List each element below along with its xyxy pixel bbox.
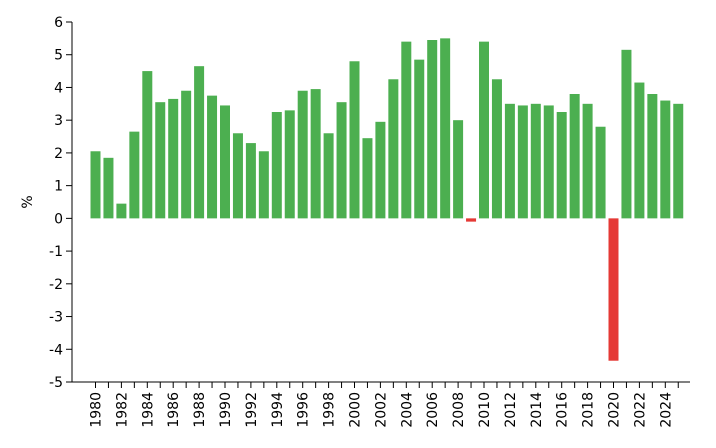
bar-2008 (453, 120, 464, 219)
bars (90, 38, 684, 361)
x-axis: 1980 1982 1984 1986 1988 1990 1992 1994 1996 1998… (72, 381, 690, 428)
y-tick-label: 4 (54, 80, 63, 96)
x-tick-label: 2014 (529, 392, 545, 428)
x-tick-label: 2000 (348, 392, 364, 428)
x-tick-label: 1982 (114, 392, 130, 428)
bar-1981 (103, 157, 114, 219)
x-tick-label: 2002 (373, 392, 389, 428)
bar-2003 (388, 79, 399, 219)
bar-1989 (207, 95, 218, 219)
y-tick-label: 5 (54, 48, 63, 64)
x-tick-label: 2024 (658, 392, 674, 428)
y-axis-title: % (20, 195, 36, 208)
bar-2021 (621, 49, 632, 219)
x-tick-label: 1996 (296, 392, 312, 428)
y-tick-label: 2 (54, 146, 63, 162)
bar-2018 (582, 103, 593, 219)
bar-1982 (116, 203, 127, 219)
bar-2001 (362, 138, 373, 219)
x-tick-label: 1988 (192, 392, 208, 428)
x-tick-label: 2010 (477, 392, 493, 428)
bar-1990 (220, 105, 230, 219)
bar-1987 (181, 90, 192, 219)
x-tick-label: 2004 (399, 392, 415, 428)
y-tick-label: -2 (49, 277, 63, 293)
x-tick-label: 2020 (607, 392, 623, 428)
bar-1996 (297, 90, 308, 219)
bar-2000 (349, 61, 360, 219)
bar-2024 (660, 100, 671, 219)
bar-1985 (155, 102, 166, 219)
y-tick-label: -3 (49, 310, 63, 326)
bar-1997 (310, 89, 321, 219)
x-tick-label: 1994 (270, 392, 286, 428)
x-tick-label: 2012 (503, 392, 519, 428)
bar-1995 (284, 110, 295, 219)
bar-2023 (647, 94, 658, 219)
x-tick-label: 2016 (555, 392, 571, 428)
y-tick-label: 6 (54, 15, 63, 31)
bar-2004 (401, 41, 412, 219)
x-tick-label: 1990 (218, 392, 234, 428)
bar-1983 (129, 131, 140, 219)
bar-1988 (194, 66, 205, 219)
x-tick-label: 1980 (89, 392, 105, 428)
bar-2014 (530, 103, 541, 219)
x-tick-label: 1984 (140, 392, 156, 428)
bar-2005 (414, 59, 425, 219)
bar-1980 (90, 151, 101, 219)
bar-2010 (479, 41, 489, 219)
x-tick-label: 2018 (581, 392, 597, 428)
y-tick-label: 3 (54, 113, 63, 129)
y-tick-label: -5 (49, 375, 63, 391)
bar-2016 (556, 112, 567, 219)
bar-2002 (375, 121, 386, 219)
bar-1994 (271, 112, 282, 219)
bar-2013 (517, 105, 528, 219)
y-tick-label: -4 (49, 342, 63, 358)
bar-2007 (440, 38, 451, 219)
bar-1984 (142, 71, 153, 219)
y-axis: 6 5 4 3 2 1 0 -1 -2 -3 -4 -5 (49, 15, 73, 391)
bar-1991 (232, 133, 243, 219)
x-tick-label: 2022 (632, 392, 648, 428)
y-tick-label: 1 (54, 179, 63, 195)
bar-2012 (504, 103, 515, 219)
bar-2025 (673, 103, 684, 219)
bar-2006 (427, 40, 438, 219)
bar-1992 (245, 143, 256, 219)
bar-1986 (168, 98, 179, 219)
bar-2020 (608, 218, 619, 361)
bar-2011 (491, 79, 502, 219)
y-tick-label: -1 (49, 244, 63, 260)
y-tick-label: 0 (54, 211, 63, 227)
x-tick-label: 2008 (451, 392, 467, 428)
bar-2009 (466, 218, 477, 222)
bar-1999 (336, 102, 347, 219)
bar-2022 (634, 82, 645, 219)
x-tick-label: 1986 (166, 392, 182, 428)
bar-1998 (323, 133, 334, 219)
bar-1993 (258, 151, 269, 219)
bar-2017 (569, 94, 580, 219)
x-tick-label: 2006 (425, 392, 441, 428)
x-tick-label: 1998 (322, 392, 338, 428)
x-tick-label: 1992 (244, 392, 260, 428)
bar-2019 (595, 126, 606, 219)
bar-2015 (543, 105, 554, 219)
